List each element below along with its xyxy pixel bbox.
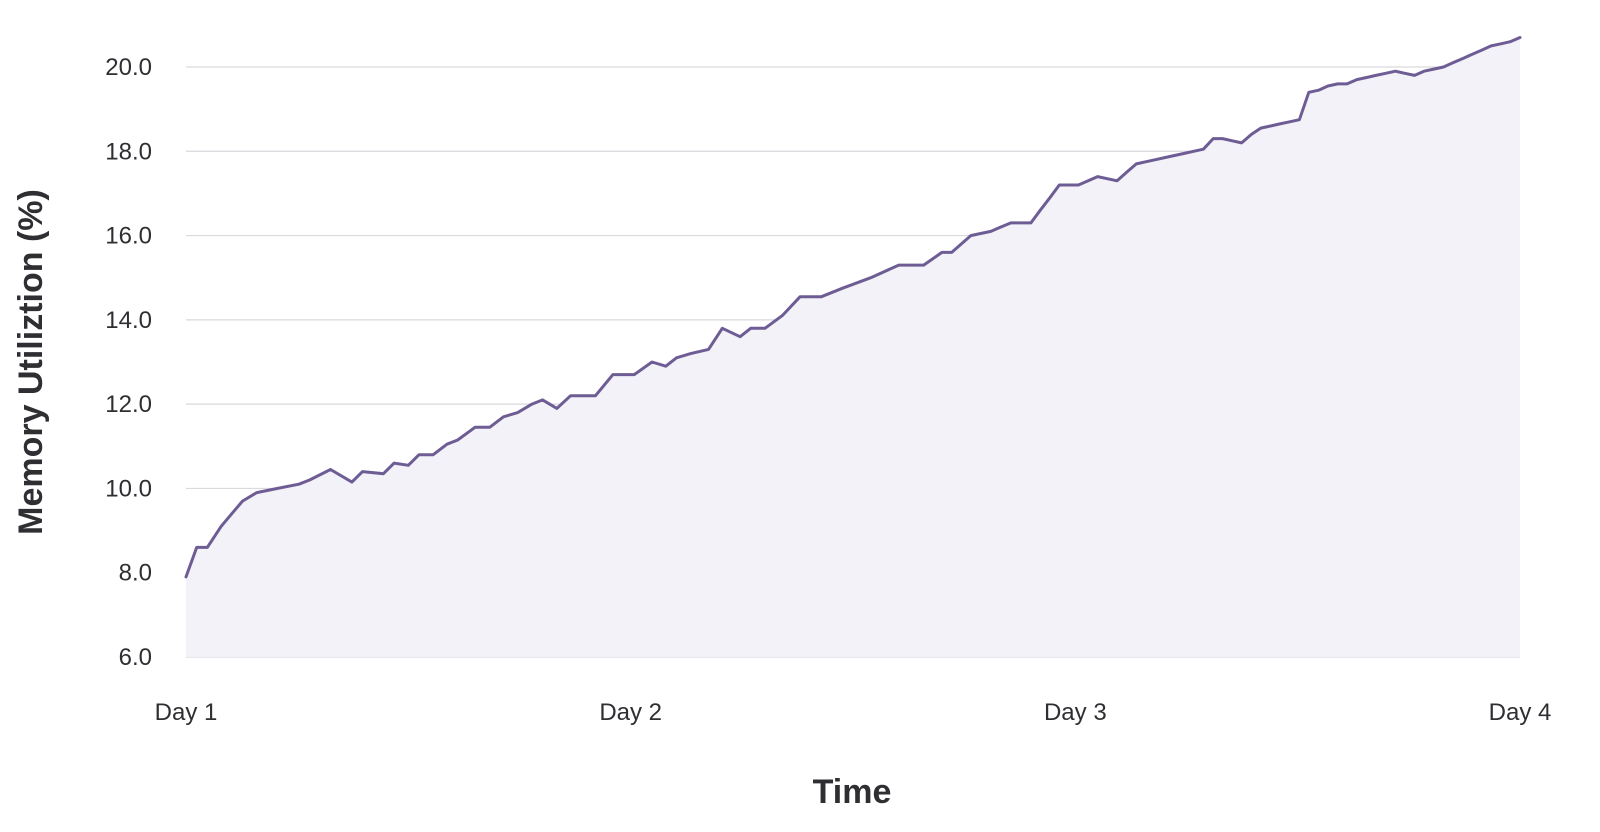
series-area <box>186 37 1520 657</box>
x-tick-label: Day 2 <box>599 699 662 726</box>
y-axis-title: Memory Utiliztion (%) <box>12 189 50 535</box>
series-line-layer <box>184 36 1522 579</box>
x-tick-label: Day 3 <box>1044 699 1107 726</box>
y-tick-label: 16.0 <box>105 223 152 250</box>
x-axis-ticks: Day 1 Day 2 Day 3 Day 4 <box>155 699 1552 726</box>
x-axis-title: Time <box>813 773 892 811</box>
x-tick-label: Day 1 <box>155 699 218 726</box>
y-tick-label: 12.0 <box>105 391 152 418</box>
y-tick-label: 20.0 <box>105 54 152 81</box>
area-fill-layer <box>186 37 1520 657</box>
y-tick-label: 18.0 <box>105 138 152 165</box>
y-tick-label: 10.0 <box>105 475 152 502</box>
x-tick-label: Day 4 <box>1489 699 1552 726</box>
y-tick-label: 6.0 <box>119 644 152 671</box>
series-line <box>184 36 1522 579</box>
y-axis-ticks: 6.0 8.0 10.0 12.0 14.0 16.0 18.0 20.0 <box>105 54 152 671</box>
y-tick-label: 14.0 <box>105 307 152 334</box>
y-tick-label: 8.0 <box>119 560 152 587</box>
